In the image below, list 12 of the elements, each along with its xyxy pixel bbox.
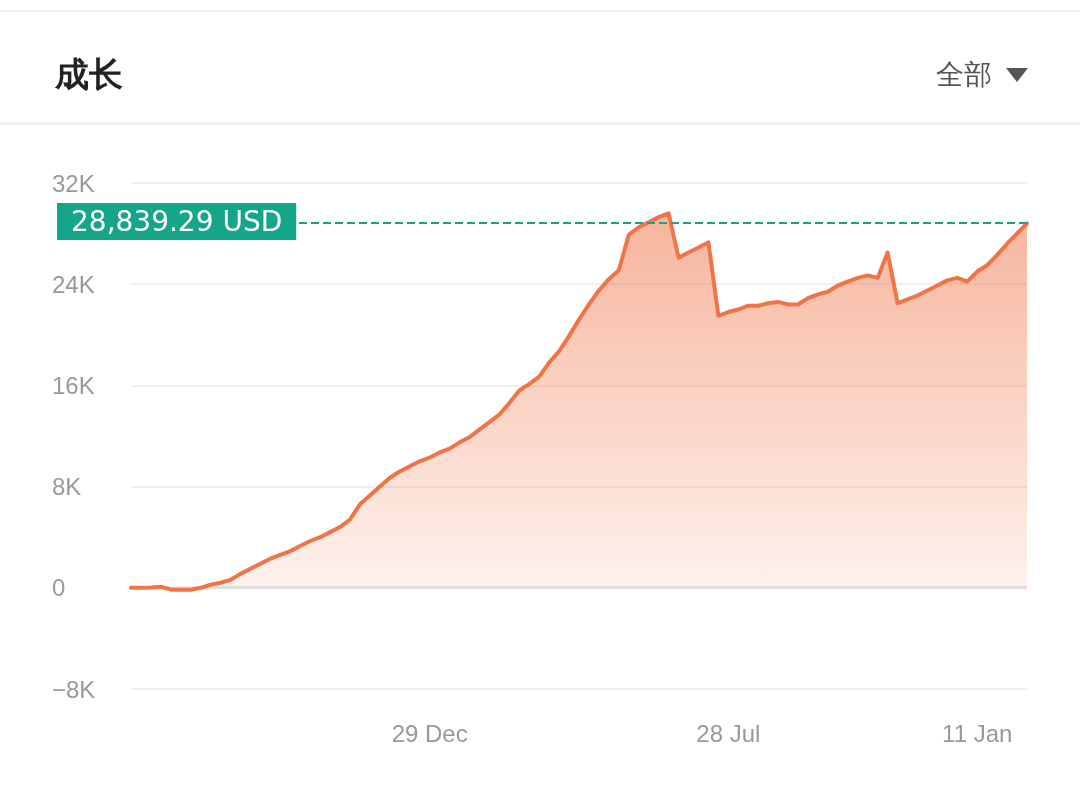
x-tick-label: 11 Jan bbox=[942, 719, 1013, 747]
y-tick-label: 32K bbox=[52, 169, 95, 197]
ref-line-label: 28,839.29 USD bbox=[71, 205, 283, 239]
y-tick-label: 24K bbox=[52, 270, 95, 298]
y-tick-label: −8K bbox=[52, 675, 96, 703]
y-tick-label: 8K bbox=[52, 473, 82, 501]
text: 全部 bbox=[936, 57, 992, 93]
y-tick-label: 0 bbox=[52, 574, 66, 602]
y-tick-label: 16K bbox=[52, 371, 95, 399]
chart-title: 成长 bbox=[55, 53, 123, 96]
x-tick-label: 29 Dec bbox=[391, 719, 468, 747]
x-tick-label: 28 Jul bbox=[696, 719, 761, 747]
